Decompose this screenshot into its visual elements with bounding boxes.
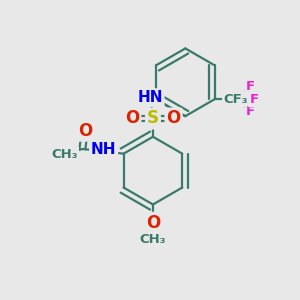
Text: S: S	[147, 110, 159, 128]
Text: O: O	[146, 214, 160, 232]
Text: NH: NH	[91, 142, 116, 158]
Text: F: F	[246, 105, 255, 118]
Text: HN: HN	[137, 90, 163, 105]
Text: O: O	[167, 110, 181, 128]
Text: CH₃: CH₃	[51, 148, 77, 161]
Text: CF₃: CF₃	[224, 93, 248, 106]
Text: F: F	[250, 93, 259, 106]
Text: O: O	[125, 110, 140, 128]
Text: F: F	[246, 80, 255, 93]
Text: O: O	[78, 122, 92, 140]
Text: CH₃: CH₃	[140, 233, 166, 246]
